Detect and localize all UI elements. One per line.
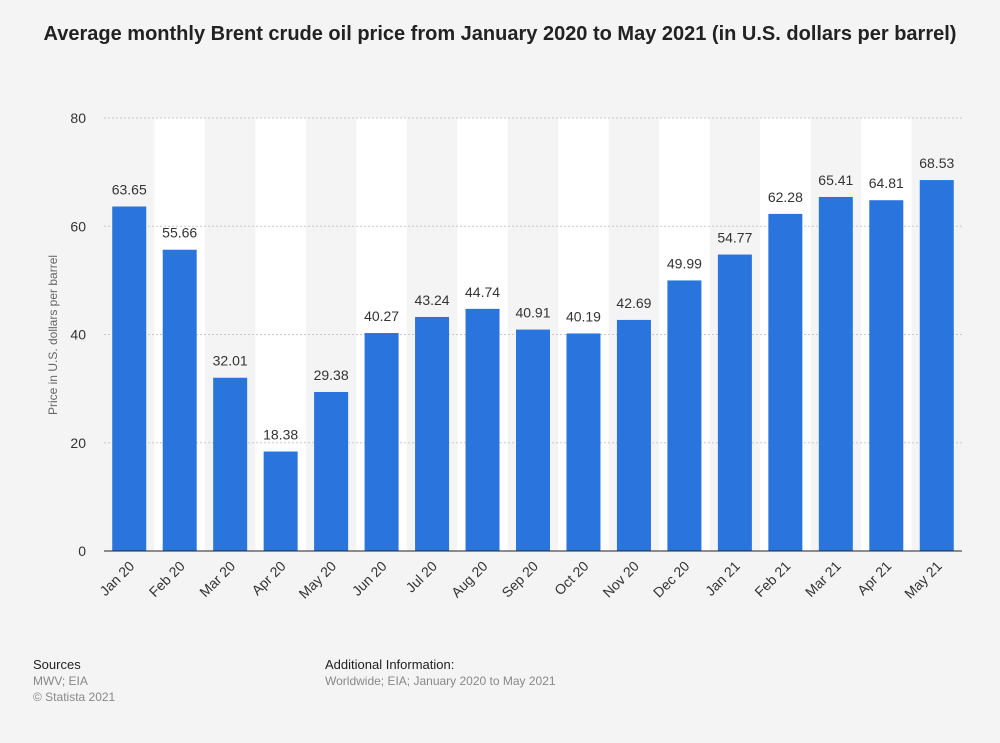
data-label: 49.99 (667, 255, 702, 271)
y-tick-label: 20 (70, 435, 86, 451)
data-label: 54.77 (717, 230, 752, 246)
data-label: 40.27 (364, 308, 399, 324)
y-tick-label: 60 (70, 218, 86, 234)
bar (869, 200, 904, 551)
x-tick-label: Jun 20 (349, 558, 390, 599)
x-tick-label: Dec 20 (650, 558, 693, 601)
bar (112, 206, 147, 551)
data-label: 65.41 (818, 172, 853, 188)
x-tick-label: Jan 20 (96, 558, 137, 599)
y-tick-label: 40 (70, 327, 86, 343)
x-tick-label: Nov 20 (599, 558, 642, 601)
x-tick-label: May 20 (295, 558, 339, 602)
additional-info-heading: Additional Information: (325, 657, 455, 672)
x-tick-label: Apr 21 (854, 558, 895, 599)
x-tick-label: Jul 20 (402, 558, 440, 596)
x-tick-label: Sep 20 (498, 558, 541, 601)
data-label: 64.81 (869, 175, 904, 191)
data-label: 40.19 (566, 308, 601, 324)
bar (213, 377, 248, 551)
y-tick-label: 80 (70, 110, 86, 126)
data-label: 40.91 (515, 305, 550, 321)
bar (768, 213, 803, 552)
additional-info-block: Additional Information: Worldwide; EIA; … (325, 657, 556, 689)
bar-chart: 0 20 40 60 80 Price in U.S. dollars per barr… (46, 110, 962, 602)
bar (364, 333, 399, 551)
bar (566, 333, 601, 551)
y-tick-label: 0 (78, 543, 86, 559)
data-label: 43.24 (415, 292, 450, 308)
data-label: 42.69 (616, 295, 651, 311)
bar (616, 319, 651, 551)
x-tick-label: Jan 21 (702, 558, 743, 599)
data-label: 63.65 (112, 181, 147, 197)
data-label: 68.53 (919, 155, 954, 171)
x-tick-label: Feb 20 (146, 558, 188, 600)
bar (162, 249, 197, 552)
x-tick-label: Feb 21 (751, 558, 793, 600)
sources-line-1: MWV; EIA (33, 674, 88, 688)
additional-info-text: Worldwide; EIA; January 2020 to May 2021 (325, 674, 556, 688)
chart-title: Average monthly Brent crude oil price fr… (43, 23, 957, 45)
data-label: 62.28 (768, 189, 803, 205)
x-axis-ticks: Jan 20 Feb 20 Mar 20 Apr 20 May 20 Jun 20 Jul … (96, 558, 945, 602)
bar (516, 329, 550, 551)
x-tick-label: Mar 21 (802, 558, 844, 600)
bar (314, 391, 349, 551)
bar (263, 451, 298, 551)
x-tick-label: Mar 20 (196, 558, 238, 600)
data-label: 29.38 (314, 367, 349, 383)
sources-line-2: © Statista 2021 (33, 690, 116, 704)
x-tick-label: Aug 20 (448, 558, 491, 601)
data-label: 44.74 (465, 284, 500, 300)
bar (667, 280, 702, 551)
x-tick-label: Oct 20 (551, 558, 592, 599)
data-label: 18.38 (263, 427, 298, 443)
bar (717, 254, 752, 551)
bar (415, 316, 450, 551)
data-label: 32.01 (213, 353, 248, 369)
sources-block: Sources MWV; EIA © Statista 2021 (33, 657, 115, 705)
x-tick-label: May 21 (901, 558, 945, 602)
data-label: 55.66 (162, 225, 197, 241)
bar (465, 308, 500, 551)
bars (112, 180, 954, 552)
data-labels: 63.65 55.66 32.01 18.38 29.38 40.27 43.24 44.74… (112, 155, 955, 442)
x-tick-label: Apr 20 (248, 558, 289, 599)
y-axis-label: Price in U.S. dollars per barrel (46, 255, 60, 415)
bar (919, 180, 954, 552)
sources-heading: Sources (33, 657, 81, 672)
y-axis-ticks: 0 20 40 60 80 (70, 110, 86, 559)
bar (818, 196, 853, 551)
